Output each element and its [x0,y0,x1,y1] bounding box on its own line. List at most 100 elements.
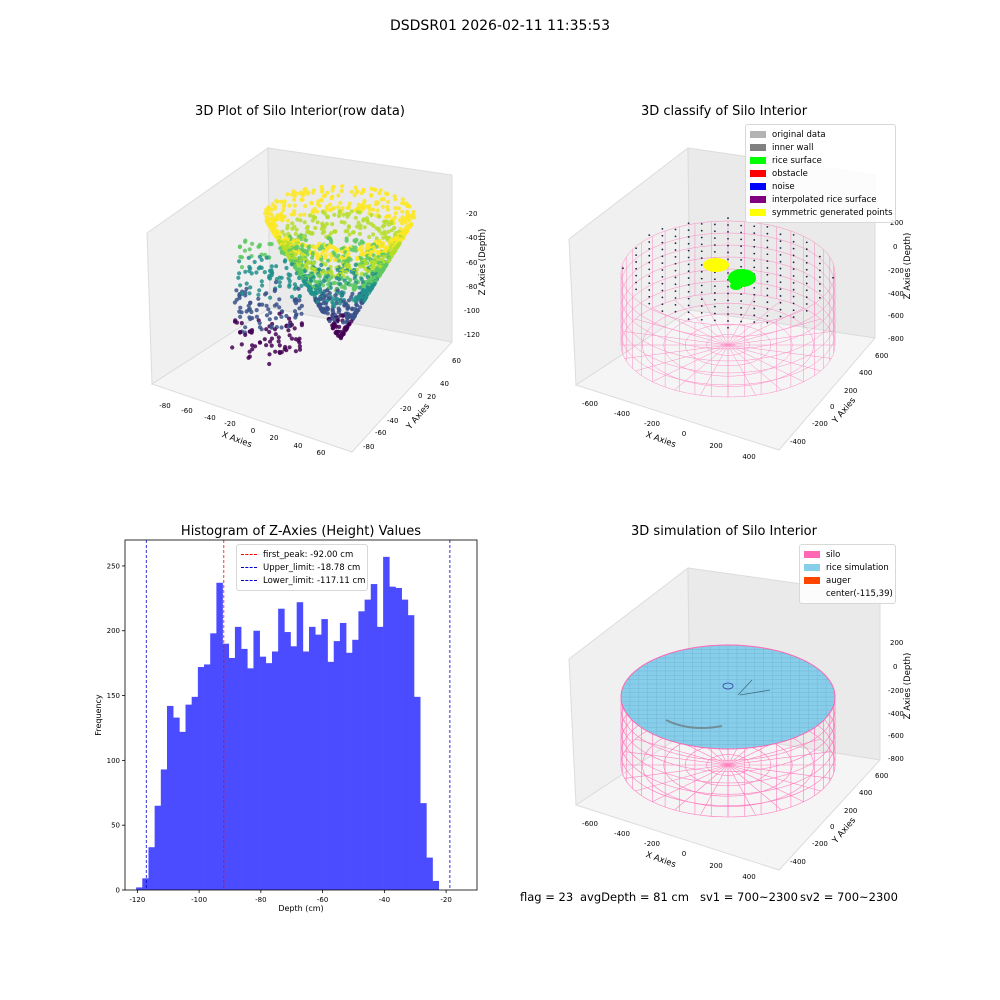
histogram-y-tick: 200 [107,627,120,635]
histogram-bar [222,643,230,890]
raw-z-label: Z Axies (Depth) [478,229,488,296]
simulation-z-tick: -600 [888,732,904,740]
legend-item: auger [804,574,891,587]
sv1-text: sv1 = 700~2300 [700,890,798,904]
legend-label: auger [826,575,851,586]
histogram-bar [389,586,396,890]
simulation-legend: silo rice simulation auger center(-115,39) [799,544,896,604]
legend-item: interpolated rice surface [750,193,891,206]
legend-item: silo [804,548,891,561]
legend-item: rice surface [750,154,891,167]
legend-swatch [750,183,766,190]
simulation-z-tick: 0 [893,663,897,671]
simulation-z-tick: -400 [888,710,904,718]
raw-x-tick: 0 [251,427,255,435]
histogram-bar [346,652,353,890]
histogram-bar [383,556,390,890]
histogram-legend: first_peak: -92.00 cm Upper_limit: -18.78… [236,544,368,591]
raw-y-tick: -40 [387,417,398,425]
legend-swatch [241,567,257,568]
histogram-x-tick: -40 [379,896,390,904]
legend-item: rice simulation [804,561,891,574]
histogram-y-tick: 150 [107,692,120,700]
auger-lines [737,679,771,696]
simulation-y-tick: -200 [812,840,828,848]
simulation-x-tick: -600 [582,820,598,828]
classify-y-tick: 0 [830,403,834,411]
center-marker [722,682,734,690]
legend-item: noise [750,180,891,193]
histogram-bar [179,731,186,890]
histogram-bar [284,632,291,890]
histogram-bar [136,887,143,890]
classify-z-tick: -800 [888,335,904,343]
legend-item: center(-115,39) [804,587,893,600]
auger-shadow [665,719,723,729]
histogram-bar [376,626,384,890]
legend-swatch [804,564,820,571]
legend-swatch [241,554,257,555]
histogram-bar [278,608,285,890]
legend-item: Upper_limit: -18.78 cm [241,561,363,574]
figure-title: DSDSR01 2026-02-11 11:35:53 [389,18,610,34]
histogram-y-tick: 100 [107,757,120,765]
raw-x-tick: -80 [159,402,170,410]
legend-label: symmetric generated points [772,207,893,218]
histogram-y-tick: 0 [116,887,120,895]
raw-z-tick: -80 [466,283,477,291]
histogram-bar [315,634,322,890]
simulation-y-tick: 0 [830,823,834,831]
classify-z-tick: 0 [893,243,897,251]
histogram-bar [321,619,328,890]
raw-z-tick: -100 [464,307,480,315]
raw-plot-title: 3D Plot of Silo Interior(row data) [195,104,405,119]
simulation-x-tick: 200 [709,862,722,870]
classify-plot-title: 3D classify of Silo Interior [640,104,808,119]
histogram-bar [247,668,254,890]
legend-swatch [750,196,766,203]
legend-item: inner wall [750,141,891,154]
histogram-bar [395,587,402,890]
simulation-y-tick: -400 [790,858,806,866]
legend-swatch [804,551,820,558]
classify-y-tick: 200 [844,387,857,395]
histogram-bar [253,630,260,890]
histogram-bar [148,847,155,890]
classify-y-tick: -200 [812,420,828,428]
histogram-bar [302,651,310,890]
histogram-bar [259,656,267,890]
histogram-x-tick: -120 [129,896,145,904]
simulation-z-tick: -200 [888,687,904,695]
legend-label: original data [772,129,826,140]
raw-z-axis: -20 -40 -60 -80 -100 -120 Z Axies (Depth… [464,210,488,339]
classify-x-tick: 200 [709,442,722,450]
histogram-bar [228,657,236,890]
raw-y-tick: 60 [452,357,461,365]
legend-swatch [241,580,257,581]
legend-swatch [750,131,766,138]
histogram-bar [401,599,409,890]
raw-z-tick: -40 [466,234,477,242]
classify-z-tick: -600 [888,312,904,320]
classify-x-tick: -200 [644,420,660,428]
simulation-x-tick: 400 [742,873,755,881]
simulation-y-tick: 400 [859,789,872,797]
classify-legend: original data inner wall rice surface obsta… [745,124,896,223]
raw-y-tick: -80 [363,443,374,451]
classify-z-tick: -200 [888,267,904,275]
classify-y-tick: 400 [859,369,872,377]
simulation-x-tick: -400 [614,830,630,838]
legend-item: original data [750,128,891,141]
simulation-y-tick: 600 [875,772,888,780]
classify-x-tick: 400 [742,453,755,461]
raw-z-tick: -60 [466,259,477,267]
histogram-y-tick: 250 [107,562,120,570]
raw-x-tick: 20 [270,434,279,442]
histogram-bar [216,582,223,890]
legend-label: Upper_limit: -18.78 cm [263,562,361,573]
histogram-bar [166,705,174,890]
raw-x-tick: -60 [181,407,192,415]
classify-x-tick: 0 [682,430,686,438]
